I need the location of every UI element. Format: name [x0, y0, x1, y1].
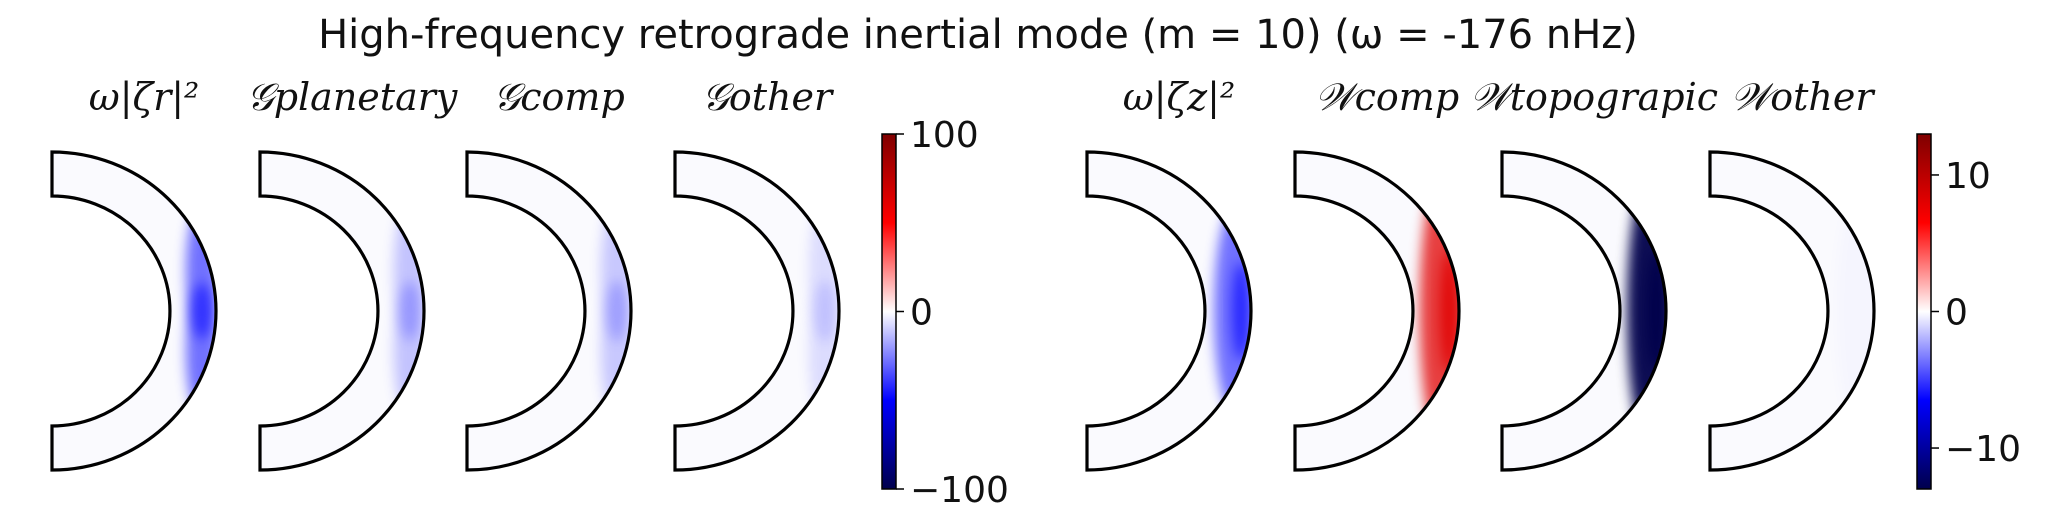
- colorbar-tick-label: −10: [1945, 429, 2021, 470]
- shell-outline: [673, 150, 841, 472]
- panel-label: ω|ζr|²: [89, 75, 200, 119]
- shell-fill: [1502, 152, 1666, 470]
- colorbar-tick-label: 0: [1945, 293, 1968, 334]
- panel: 𝒢other: [673, 75, 841, 472]
- shell-outline: [1085, 150, 1253, 472]
- panel-label: 𝒢planetary: [247, 75, 458, 119]
- panel-label: 𝒲other: [1730, 75, 1876, 119]
- shell-fill: [1295, 152, 1459, 470]
- colorbar-gradient: [1916, 133, 1932, 490]
- shell-outline: [258, 150, 426, 472]
- panel: ω|ζr|²: [50, 75, 218, 472]
- panel-label: 𝒲topograpic: [1470, 75, 1718, 119]
- colorbar-tick-label: −100: [910, 470, 1009, 511]
- panel: 𝒲other: [1708, 75, 1876, 472]
- panel: 𝒢planetary: [247, 75, 458, 472]
- field-core: [1232, 262, 1250, 360]
- panel: 𝒲topograpic: [1470, 75, 1718, 472]
- panel-label: 𝒢comp: [493, 75, 625, 119]
- shell-fill: [52, 152, 216, 470]
- shell-outline: [50, 150, 218, 472]
- colorbar-tick-label: 10: [1945, 156, 1991, 197]
- field-feature: [809, 280, 839, 422]
- shell-outline: [1293, 150, 1461, 472]
- colorbar: 10 0 −10: [1916, 133, 2021, 490]
- panel: ω|ζz|²: [1085, 75, 1253, 472]
- colorbar-gradient: [881, 133, 897, 490]
- shell-outline: [1500, 150, 1668, 472]
- chart-title: High-frequency retrograde inertial mode …: [318, 12, 1638, 58]
- panel-label: ω|ζz|²: [1123, 75, 1235, 119]
- panel: 𝒲comp: [1293, 75, 1461, 472]
- field-feature: [186, 282, 216, 420]
- colorbar: 100 0 −100: [881, 115, 1009, 511]
- shell-fill: [675, 152, 839, 470]
- colorbar-tick-label: 0: [910, 293, 933, 334]
- panel: 𝒢comp: [465, 75, 633, 472]
- shell-fill: [260, 152, 424, 470]
- shell-fill: [467, 152, 631, 470]
- field-core: [1440, 250, 1458, 372]
- field-core: [1647, 251, 1665, 371]
- colorbar-tick-label: 100: [910, 115, 979, 156]
- panel-label: 𝒢other: [702, 75, 835, 119]
- shell-fill: [1710, 152, 1874, 470]
- field-feature: [601, 280, 631, 422]
- shell-outline: [465, 150, 633, 472]
- panel-label: 𝒲comp: [1315, 75, 1459, 119]
- field-feature: [394, 281, 424, 421]
- shell-outline: [1708, 150, 1876, 472]
- shell-fill: [1087, 152, 1251, 470]
